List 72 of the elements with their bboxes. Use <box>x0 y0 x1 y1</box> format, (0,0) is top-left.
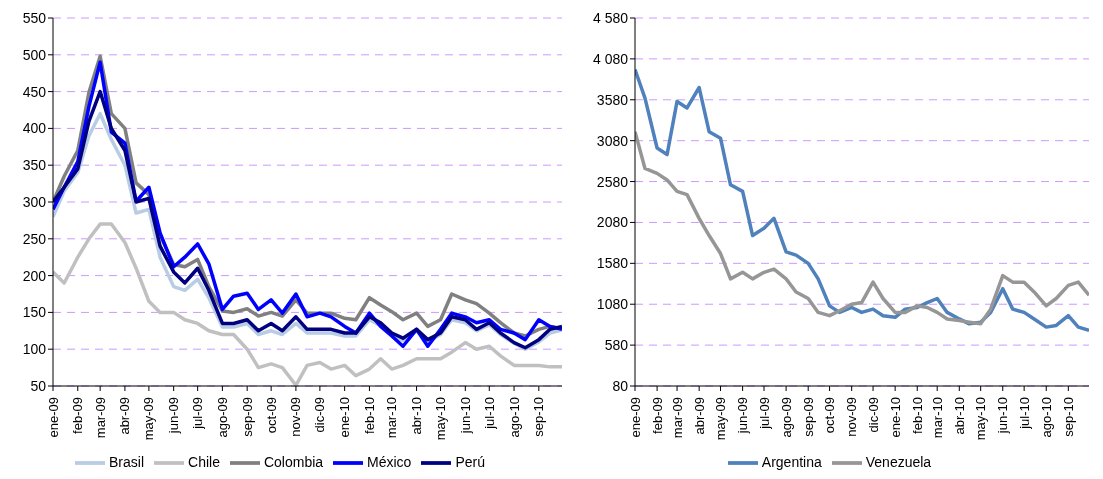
x-tick-label: sep-10 <box>531 397 547 437</box>
y-tick-label: 550 <box>22 9 47 26</box>
y-tick-label: 50 <box>30 377 47 394</box>
y-tick-label: 1080 <box>596 296 629 313</box>
x-tick-label: sep-10 <box>1060 397 1076 437</box>
x-tick-label: jun-10 <box>995 397 1011 435</box>
y-tick-label: 1580 <box>596 255 629 272</box>
x-tick-label: ene-10 <box>887 397 903 438</box>
x-tick-label: ene-09 <box>45 397 61 438</box>
y-tick-label: 450 <box>22 83 47 100</box>
legend-label: México <box>367 453 412 470</box>
x-tick-label: mar-09 <box>669 397 685 439</box>
legend-label: Perú <box>455 453 485 470</box>
x-tick-label: mar-10 <box>384 397 400 439</box>
x-tick-label: nov-09 <box>844 397 860 437</box>
x-tick-label: ago-10 <box>1038 397 1054 438</box>
x-tick-label: ago-10 <box>506 397 522 438</box>
y-tick-label: 580 <box>604 337 629 354</box>
y-tick-label: 250 <box>22 230 47 247</box>
y-tick-label: 200 <box>22 267 47 284</box>
y-tick-label: 2580 <box>596 173 629 190</box>
x-tick-label: jun-09 <box>735 397 751 435</box>
legend-label: Chile <box>188 453 220 470</box>
x-tick-label: ago-09 <box>778 397 794 438</box>
y-tick-label: 400 <box>22 120 47 137</box>
x-tick-label: may-10 <box>433 397 449 441</box>
y-tick-label: 2080 <box>596 214 629 231</box>
y-tick-label: 4 580 <box>592 9 629 26</box>
legend-label: Brasil <box>109 453 145 470</box>
y-tick-label: 150 <box>22 304 47 321</box>
x-tick-label: mar-10 <box>929 397 945 439</box>
x-tick-label: nov-09 <box>288 397 304 437</box>
x-tick-label: oct-09 <box>822 397 838 434</box>
x-tick-label: abr-10 <box>951 397 967 435</box>
x-tick-label: may-09 <box>713 397 729 441</box>
x-tick-label: sep-09 <box>800 397 816 437</box>
x-tick-label: feb-10 <box>361 397 377 434</box>
x-tick-label: may-10 <box>973 397 989 441</box>
line-series <box>635 129 1089 326</box>
x-tick-label: feb-09 <box>70 397 86 434</box>
x-tick-label: jun-09 <box>166 397 182 435</box>
x-tick-label: feb-09 <box>649 397 665 434</box>
legend-label: Argentina <box>761 453 822 470</box>
y-tick-label: 4 080 <box>592 50 629 67</box>
x-tick-label: oct-09 <box>263 397 279 434</box>
legend-label: Colombia <box>263 453 324 470</box>
x-tick-label: ene-10 <box>337 397 353 438</box>
x-tick-label: abr-10 <box>409 397 425 435</box>
y-tick-label: 350 <box>22 157 47 174</box>
x-tick-label: abr-09 <box>691 397 707 435</box>
x-tick-label: may-09 <box>141 397 157 441</box>
line-series <box>635 67 1089 333</box>
y-tick-label: 300 <box>22 193 47 210</box>
x-tick-label: sep-09 <box>239 397 255 437</box>
x-tick-label: jun-10 <box>457 397 473 435</box>
x-tick-label: jul-09 <box>190 397 206 430</box>
x-tick-label: feb-10 <box>909 397 925 434</box>
x-tick-label: ene-09 <box>627 397 643 438</box>
y-tick-label: 80 <box>612 377 629 394</box>
x-tick-label: jul-10 <box>481 397 497 430</box>
x-tick-label: mar-09 <box>92 397 108 439</box>
x-tick-label: ago-09 <box>214 397 230 438</box>
x-tick-label: jul-10 <box>1016 397 1032 430</box>
y-tick-label: 100 <box>22 341 47 358</box>
x-tick-label: abr-09 <box>117 397 133 435</box>
y-tick-label: 3080 <box>596 132 629 149</box>
x-tick-label: jul-09 <box>756 397 772 430</box>
y-tick-label: 3580 <box>596 91 629 108</box>
y-tick-label: 500 <box>22 46 47 63</box>
x-tick-label: dic-09 <box>312 397 328 433</box>
x-tick-label: dic-09 <box>865 397 881 433</box>
legend-label: Venezuela <box>865 453 932 470</box>
